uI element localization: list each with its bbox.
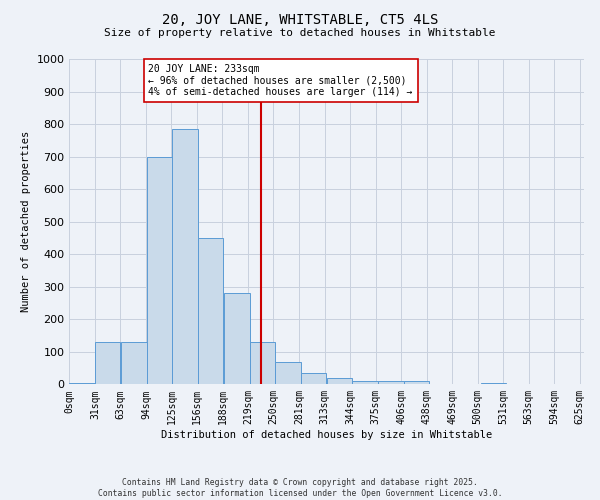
Bar — [275, 362, 301, 384]
Bar — [250, 342, 275, 384]
Bar — [147, 156, 172, 384]
Bar — [301, 373, 326, 384]
Bar — [481, 382, 506, 384]
Bar — [352, 381, 378, 384]
Bar — [224, 293, 250, 384]
Bar — [404, 381, 429, 384]
Bar — [95, 342, 121, 384]
Text: Size of property relative to detached houses in Whitstable: Size of property relative to detached ho… — [104, 28, 496, 38]
Bar — [378, 381, 404, 384]
Text: 20, JOY LANE, WHITSTABLE, CT5 4LS: 20, JOY LANE, WHITSTABLE, CT5 4LS — [162, 12, 438, 26]
Text: Contains HM Land Registry data © Crown copyright and database right 2025.
Contai: Contains HM Land Registry data © Crown c… — [98, 478, 502, 498]
Bar — [327, 378, 352, 384]
Bar — [121, 342, 147, 384]
Bar — [198, 238, 223, 384]
Y-axis label: Number of detached properties: Number of detached properties — [21, 131, 31, 312]
X-axis label: Distribution of detached houses by size in Whitstable: Distribution of detached houses by size … — [161, 430, 492, 440]
Text: 20 JOY LANE: 233sqm
← 96% of detached houses are smaller (2,500)
4% of semi-deta: 20 JOY LANE: 233sqm ← 96% of detached ho… — [148, 64, 413, 97]
Bar — [172, 129, 198, 384]
Bar — [70, 382, 95, 384]
